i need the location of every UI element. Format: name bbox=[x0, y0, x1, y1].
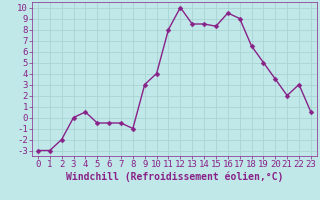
X-axis label: Windchill (Refroidissement éolien,°C): Windchill (Refroidissement éolien,°C) bbox=[66, 172, 283, 182]
